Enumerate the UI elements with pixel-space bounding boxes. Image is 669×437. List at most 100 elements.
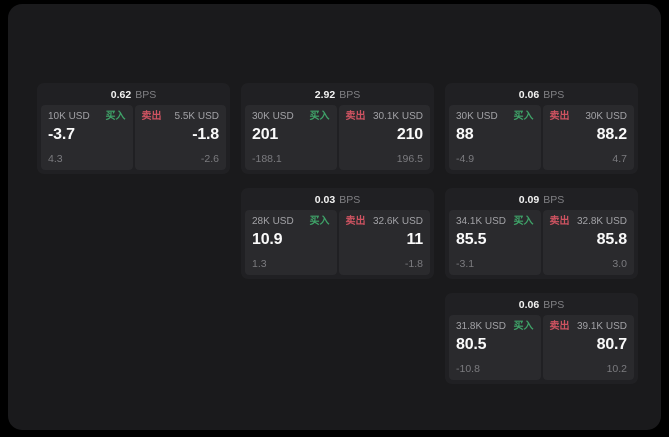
- buy-side-label: 买入: [513, 216, 534, 227]
- sell-panel-header: 卖出 30.1K USD: [346, 111, 424, 123]
- quote-card: 2.92 BPS 30K USD 买入 201 -188.1 卖出 30.1K …: [241, 83, 434, 174]
- quote-panels: 10K USD 买入 -3.7 4.3 卖出 5.5K USD -1.8 -2.…: [37, 105, 230, 174]
- buy-size: 28K USD: [252, 216, 294, 227]
- sell-side-label: 卖出: [549, 216, 570, 227]
- sell-side-label: 卖出: [549, 321, 570, 332]
- buy-sub-value: -188.1: [252, 153, 282, 165]
- sell-price: 11: [406, 231, 423, 248]
- bps-unit-label: BPS: [339, 194, 361, 206]
- quote-panels: 28K USD 买入 10.9 1.3 卖出 32.6K USD 11 -1.8: [241, 210, 434, 279]
- bps-value: 0.06: [518, 299, 540, 311]
- card-header: 0.09 BPS: [445, 188, 638, 210]
- sell-price: 80.7: [596, 336, 628, 353]
- sell-panel[interactable]: 卖出 30K USD 88.2 4.7: [542, 105, 634, 170]
- buy-side-label: 买入: [309, 111, 330, 122]
- sell-sub-value: 196.5: [396, 153, 423, 165]
- sell-price: 88.2: [596, 126, 628, 143]
- card-header: 0.06 BPS: [445, 83, 638, 105]
- sell-panel-header: 卖出 39.1K USD: [550, 321, 628, 333]
- sell-panel-header: 卖出 32.8K USD: [550, 216, 628, 228]
- card-header: 0.03 BPS: [241, 188, 434, 210]
- quote-card: 0.06 BPS 31.8K USD 买入 80.5 -10.8 卖出 39.1…: [445, 293, 638, 384]
- bps-value: 0.62: [110, 89, 132, 101]
- sell-panel[interactable]: 卖出 32.8K USD 85.8 3.0: [542, 210, 634, 275]
- buy-size: 30K USD: [252, 111, 294, 122]
- quote-panels: 30K USD 买入 88 -4.9 卖出 30K USD 88.2 4.7: [445, 105, 638, 174]
- bps-value: 0.06: [518, 89, 540, 101]
- quote-panels: 34.1K USD 买入 85.5 -3.1 卖出 32.8K USD 85.8…: [445, 210, 638, 279]
- quote-card: 0.06 BPS 30K USD 买入 88 -4.9 卖出 30K USD 8…: [445, 83, 638, 174]
- buy-sub-value: -10.8: [456, 363, 480, 375]
- sell-price: 210: [396, 126, 423, 143]
- quote-panels: 31.8K USD 买入 80.5 -10.8 卖出 39.1K USD 80.…: [445, 315, 638, 384]
- buy-sub-value: 4.3: [48, 153, 63, 165]
- quote-panels: 30K USD 买入 201 -188.1 卖出 30.1K USD 210 1…: [241, 105, 434, 174]
- sell-sub-value: 10.2: [606, 363, 627, 375]
- sell-panel-header: 卖出 30K USD: [550, 111, 628, 123]
- sell-size: 39.1K USD: [576, 321, 627, 332]
- buy-sub-value: -4.9: [456, 153, 475, 165]
- sell-side-label: 卖出: [549, 111, 570, 122]
- bps-value: 2.92: [314, 89, 336, 101]
- card-header: 0.06 BPS: [445, 293, 638, 315]
- buy-price: 201: [252, 126, 279, 143]
- buy-panel-header: 28K USD 买入: [252, 216, 330, 228]
- buy-size: 30K USD: [456, 111, 498, 122]
- buy-side-label: 买入: [513, 321, 534, 332]
- bps-unit-label: BPS: [135, 89, 157, 101]
- sell-size: 32.8K USD: [576, 216, 627, 227]
- card-header: 0.62 BPS: [37, 83, 230, 105]
- buy-panel-header: 31.8K USD 买入: [456, 321, 534, 333]
- bps-unit-label: BPS: [543, 299, 565, 311]
- bps-unit-label: BPS: [543, 194, 565, 206]
- sell-sub-value: 3.0: [612, 258, 627, 270]
- buy-panel[interactable]: 31.8K USD 买入 80.5 -10.8: [449, 315, 541, 380]
- sell-panel-header: 卖出 5.5K USD: [142, 111, 220, 123]
- sell-size: 30K USD: [585, 111, 627, 122]
- buy-size: 34.1K USD: [456, 216, 507, 227]
- buy-panel-header: 10K USD 买入: [48, 111, 126, 123]
- buy-panel-header: 30K USD 买入: [252, 111, 330, 123]
- sell-price: 85.8: [596, 231, 628, 248]
- buy-panel[interactable]: 30K USD 买入 201 -188.1: [245, 105, 337, 170]
- sell-side-label: 卖出: [345, 111, 366, 122]
- sell-sub-value: 4.7: [612, 153, 627, 165]
- sell-panel[interactable]: 卖出 5.5K USD -1.8 -2.6: [134, 105, 226, 170]
- sell-panel[interactable]: 卖出 39.1K USD 80.7 10.2: [542, 315, 634, 380]
- sell-size: 5.5K USD: [174, 111, 219, 122]
- buy-side-label: 买入: [513, 111, 534, 122]
- buy-size: 10K USD: [48, 111, 90, 122]
- sell-panel-header: 卖出 32.6K USD: [346, 216, 424, 228]
- buy-panel[interactable]: 28K USD 买入 10.9 1.3: [245, 210, 337, 275]
- buy-side-label: 买入: [309, 216, 330, 227]
- buy-panel[interactable]: 10K USD 买入 -3.7 4.3: [41, 105, 133, 170]
- sell-price: -1.8: [192, 126, 219, 143]
- buy-panel[interactable]: 30K USD 买入 88 -4.9: [449, 105, 541, 170]
- buy-panel-header: 30K USD 买入: [456, 111, 534, 123]
- bps-unit-label: BPS: [543, 89, 565, 101]
- sell-size: 32.6K USD: [372, 216, 423, 227]
- card-header: 2.92 BPS: [241, 83, 434, 105]
- buy-price: 85.5: [456, 231, 487, 248]
- buy-price: 10.9: [252, 231, 283, 248]
- sell-side-label: 卖出: [345, 216, 366, 227]
- buy-price: 88: [456, 126, 474, 143]
- buy-size: 31.8K USD: [456, 321, 507, 332]
- sell-sub-value: -2.6: [200, 153, 219, 165]
- sell-side-label: 卖出: [141, 111, 162, 122]
- buy-sub-value: -3.1: [456, 258, 475, 270]
- bps-value: 0.09: [518, 194, 540, 206]
- quote-card: 0.62 BPS 10K USD 买入 -3.7 4.3 卖出 5.5K USD…: [37, 83, 230, 174]
- quote-card: 0.03 BPS 28K USD 买入 10.9 1.3 卖出 32.6K US…: [241, 188, 434, 279]
- sell-sub-value: -1.8: [404, 258, 423, 270]
- bps-value: 0.03: [314, 194, 336, 206]
- quote-card: 0.09 BPS 34.1K USD 买入 85.5 -3.1 卖出 32.8K…: [445, 188, 638, 279]
- bps-unit-label: BPS: [339, 89, 361, 101]
- sell-panel[interactable]: 卖出 32.6K USD 11 -1.8: [338, 210, 430, 275]
- buy-price: -3.7: [48, 126, 75, 143]
- app-window: 0.62 BPS 10K USD 买入 -3.7 4.3 卖出 5.5K USD…: [8, 4, 661, 430]
- buy-side-label: 买入: [105, 111, 126, 122]
- buy-panel[interactable]: 34.1K USD 买入 85.5 -3.1: [449, 210, 541, 275]
- sell-panel[interactable]: 卖出 30.1K USD 210 196.5: [338, 105, 430, 170]
- buy-sub-value: 1.3: [252, 258, 267, 270]
